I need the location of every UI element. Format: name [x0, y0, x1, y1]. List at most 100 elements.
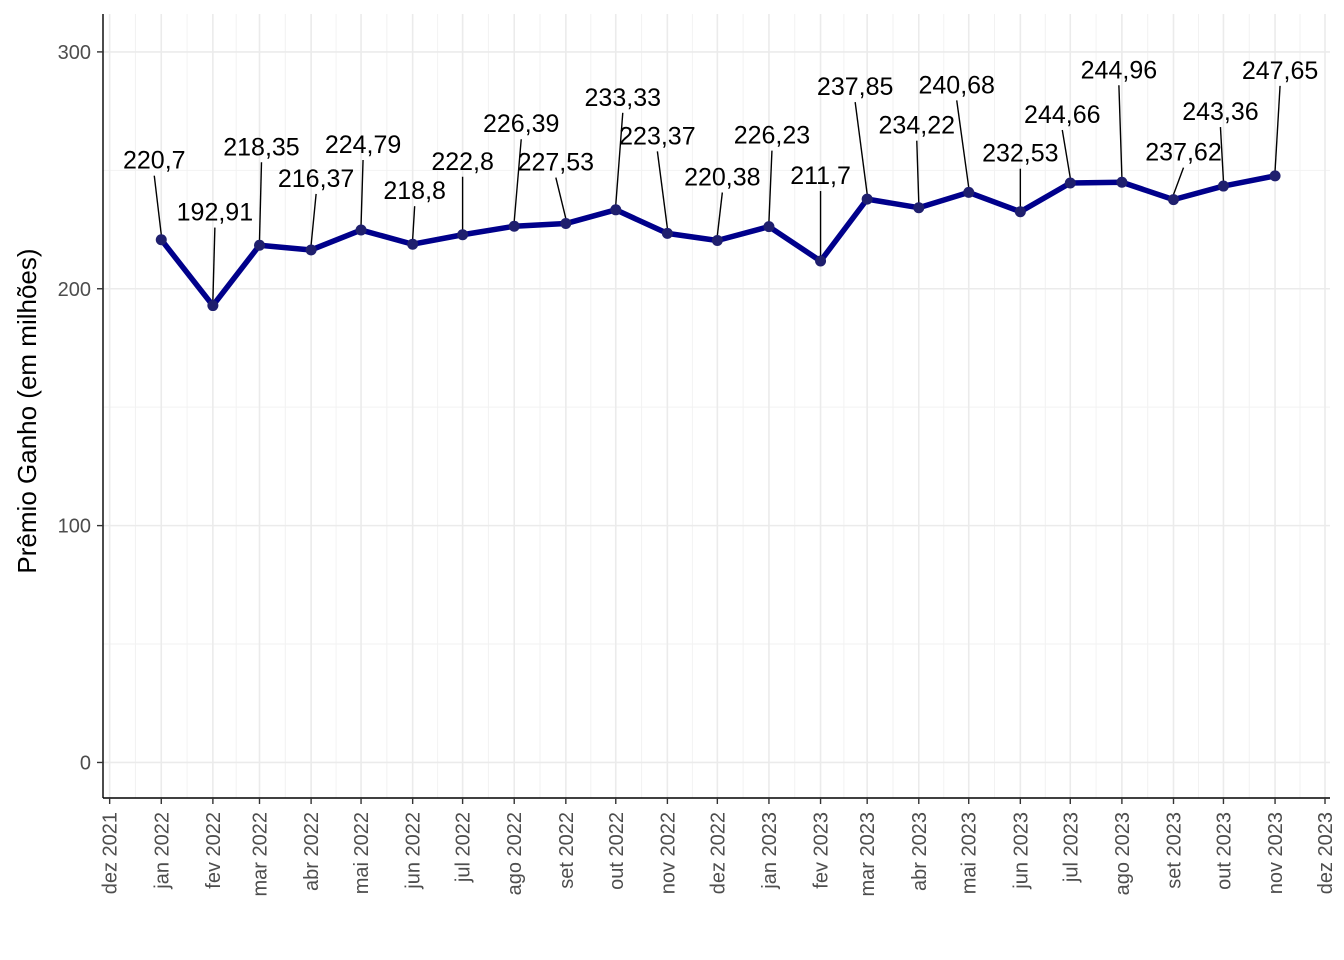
data-point — [305, 244, 317, 256]
x-tick-label: fev 2022 — [203, 812, 225, 889]
y-ticks: 0 100 200 300 — [58, 42, 103, 774]
x-tick-label: nov 2022 — [657, 812, 679, 894]
label-leader-line — [360, 160, 364, 226]
data-label: 226,23 — [734, 122, 810, 150]
x-tick-label: nov 2023 — [1265, 812, 1287, 894]
label-leader-line — [513, 139, 522, 222]
label-leader-line — [656, 151, 669, 229]
label-leader-line — [1274, 85, 1281, 171]
data-label: 227,53 — [518, 149, 594, 177]
data-label: 220,38 — [684, 163, 760, 191]
x-tick-label: abr 2023 — [909, 812, 931, 891]
y-tick-label: 100 — [58, 516, 91, 538]
data-points — [155, 170, 1281, 312]
data-point — [155, 234, 167, 246]
data-point — [1064, 177, 1076, 189]
label-leader-line — [716, 192, 724, 236]
x-tick-label: ago 2022 — [504, 812, 526, 895]
label-leader-line — [411, 206, 416, 240]
data-label: 216,37 — [278, 165, 354, 193]
data-point — [913, 202, 925, 214]
label-leader-line — [768, 150, 773, 222]
label-leader-line — [916, 140, 920, 203]
x-tick-label: set 2022 — [556, 812, 578, 889]
data-point — [1269, 170, 1281, 182]
axes — [102, 14, 1330, 799]
label-leader-line — [212, 227, 216, 301]
x-tick-label: set 2023 — [1164, 812, 1186, 889]
data-label: 237,85 — [817, 73, 893, 101]
data-point — [508, 220, 520, 232]
data-point — [661, 227, 673, 239]
label-leader-line — [1061, 129, 1071, 179]
data-label: 237,62 — [1145, 139, 1221, 167]
data-label: 192,91 — [177, 199, 253, 227]
x-tick-label: out 2023 — [1213, 812, 1235, 890]
grid-minor — [103, 14, 1330, 798]
x-tick-label: mar 2022 — [249, 812, 271, 897]
x-tick-label: dez 2022 — [707, 812, 729, 894]
data-label: 247,65 — [1242, 57, 1318, 85]
data-label: 211,7 — [790, 162, 851, 190]
data-label: 232,53 — [982, 140, 1058, 168]
data-point — [207, 300, 219, 312]
x-tick-label: jun 2023 — [1010, 812, 1032, 890]
label-leader-line — [854, 102, 868, 195]
data-label: 220,7 — [123, 147, 186, 175]
label-leader-lines — [153, 85, 1281, 301]
label-leader-line — [153, 175, 162, 235]
data-point — [1014, 206, 1026, 218]
data-point — [560, 218, 572, 230]
data-label: 233,33 — [585, 84, 661, 112]
x-tick-label: mai 2023 — [959, 812, 981, 894]
data-point — [1217, 180, 1229, 192]
data-point — [457, 229, 469, 241]
x-tick-label: abr 2022 — [301, 812, 323, 891]
data-label: 218,8 — [383, 177, 446, 205]
data-point — [861, 193, 873, 205]
label-leader-line — [1172, 167, 1185, 195]
label-leader-line — [615, 112, 624, 205]
x-tick-label: mar 2023 — [857, 812, 879, 897]
y-tick-label: 0 — [80, 752, 91, 774]
data-point — [815, 255, 827, 267]
label-leader-line — [310, 193, 317, 246]
y-axis-title: Prêmio Ganho (em milhões) — [12, 248, 42, 573]
data-label: 222,8 — [431, 148, 494, 176]
data-label: 224,79 — [325, 131, 401, 159]
x-tick-label: mai 2022 — [351, 812, 373, 894]
label-leader-line — [555, 177, 567, 219]
data-label: 244,96 — [1081, 56, 1157, 84]
x-ticks: dez 2021 jan 2022 fev 2022 mar 2022 abr 2022… — [100, 798, 1337, 897]
label-leader-line — [258, 162, 263, 241]
x-tick-label: out 2022 — [606, 812, 628, 890]
data-point — [253, 239, 265, 251]
y-tick-label: 200 — [58, 279, 91, 301]
data-label: 234,22 — [879, 112, 955, 140]
data-label: 223,37 — [619, 122, 695, 150]
data-label: 218,35 — [223, 133, 299, 161]
x-tick-label: fev 2023 — [811, 812, 833, 889]
label-leader-line — [1118, 85, 1123, 178]
grid-major — [103, 14, 1330, 798]
x-tick-label: jan 2022 — [151, 812, 173, 890]
x-tick-label: jul 2023 — [1060, 812, 1082, 883]
x-tick-label: jan 2023 — [759, 812, 781, 890]
y-tick-label: 300 — [58, 42, 91, 64]
x-tick-label: jun 2022 — [403, 812, 425, 890]
data-point — [355, 224, 367, 236]
data-point — [711, 234, 723, 246]
label-leader-line — [956, 100, 970, 188]
x-tick-label: dez 2021 — [100, 812, 122, 894]
x-tick-label: ago 2023 — [1112, 812, 1134, 895]
data-point — [1116, 176, 1128, 188]
data-label: 240,68 — [918, 71, 994, 99]
data-point — [610, 204, 622, 216]
data-label: 226,39 — [483, 110, 559, 138]
x-tick-label: dez 2023 — [1315, 812, 1337, 894]
x-tick-label: jul 2022 — [453, 812, 475, 883]
data-label: 244,66 — [1024, 101, 1100, 129]
data-point — [1168, 194, 1180, 206]
